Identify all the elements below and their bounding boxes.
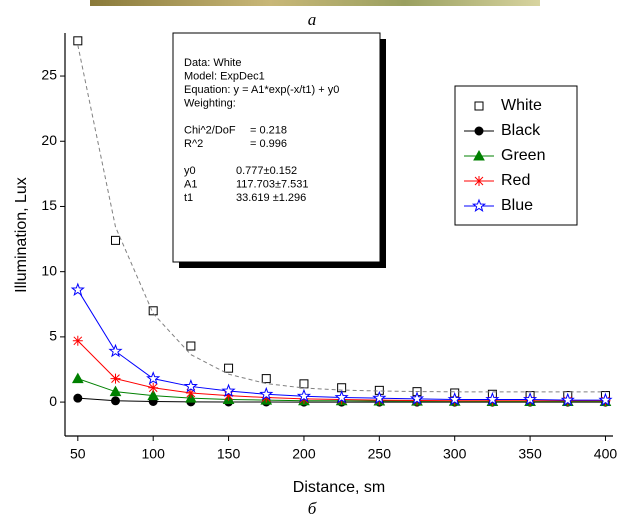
marker — [148, 382, 159, 393]
marker — [523, 392, 538, 406]
marker — [73, 36, 83, 46]
annotation-text: Model: ExpDec1 — [184, 70, 265, 82]
annotation-text: R^2 — [184, 138, 203, 150]
marker — [334, 390, 349, 404]
marker — [261, 392, 272, 403]
legend-label: Black — [501, 122, 541, 139]
marker — [224, 363, 234, 373]
x-tick-label: 350 — [518, 446, 542, 462]
x-tick-label: 400 — [594, 446, 617, 462]
x-tick-label: 150 — [217, 446, 241, 462]
y-tick-label: 25 — [41, 67, 57, 83]
marker — [71, 372, 84, 384]
marker — [110, 373, 121, 384]
marker — [223, 390, 234, 401]
marker — [372, 390, 387, 405]
annotation-text: A1 — [184, 178, 197, 190]
x-axis-title: Distance, sm — [293, 479, 385, 496]
marker — [108, 343, 123, 358]
marker — [72, 335, 83, 346]
marker — [473, 149, 485, 161]
marker — [409, 391, 425, 405]
y-tick-label: 15 — [41, 197, 57, 213]
marker — [111, 396, 121, 406]
x-tick-label: 250 — [368, 446, 392, 462]
marker — [560, 392, 575, 407]
marker — [299, 379, 309, 389]
marker — [185, 387, 196, 398]
annotation-box — [172, 32, 381, 263]
photo-strip — [90, 0, 540, 6]
annotation-text: 0.777±0.152 — [236, 165, 297, 177]
marker — [186, 341, 196, 351]
marker — [147, 389, 160, 401]
annotation-text: t1 — [184, 192, 193, 204]
marker — [598, 392, 613, 407]
panel-label: б — [308, 499, 317, 518]
legend-label: Blue — [501, 197, 533, 214]
annotation-text: Chi^2/DoF — [184, 124, 236, 136]
marker — [474, 176, 484, 186]
marker — [485, 392, 500, 406]
marker — [259, 386, 274, 401]
marker — [261, 374, 271, 384]
marker — [474, 101, 484, 111]
x-tick-label: 50 — [70, 446, 86, 462]
y-tick-label: 20 — [41, 132, 57, 148]
panel-label: а — [308, 10, 317, 29]
marker — [111, 235, 121, 245]
y-axis-title: Illumination, Lux — [13, 177, 30, 293]
x-tick-label: 100 — [142, 446, 166, 462]
marker — [109, 385, 122, 397]
legend-label: Red — [501, 172, 530, 189]
marker — [471, 198, 487, 213]
annotation-text: = 0.996 — [250, 138, 287, 150]
annotation-text: 33.619 ±1.296 — [236, 192, 306, 204]
y-tick-label: 10 — [41, 262, 57, 278]
annotation-text: = 0.218 — [250, 124, 287, 136]
annotation-text: Data: White — [184, 57, 241, 69]
marker — [296, 388, 312, 403]
marker — [73, 393, 83, 403]
marker — [70, 282, 85, 296]
x-tick-label: 200 — [292, 446, 316, 462]
fit-curve — [77, 44, 606, 393]
marker — [146, 371, 161, 385]
annotation-text: y0 — [184, 165, 196, 177]
annotation-text: Equation: y = A1*exp(-x/t1) + y0 — [184, 84, 339, 96]
annotation-text: Weighting: — [184, 97, 236, 109]
x-tick-label: 300 — [443, 446, 467, 462]
legend-label: White — [501, 97, 542, 114]
y-tick-label: 5 — [49, 328, 57, 344]
legend-label: Green — [501, 147, 545, 164]
y-tick-label: 0 — [49, 393, 57, 409]
marker — [183, 378, 198, 393]
marker — [474, 126, 484, 136]
marker — [221, 383, 236, 398]
marker — [447, 392, 462, 406]
annotation-text: 117.703±7.531 — [236, 178, 309, 190]
marker — [148, 306, 158, 316]
